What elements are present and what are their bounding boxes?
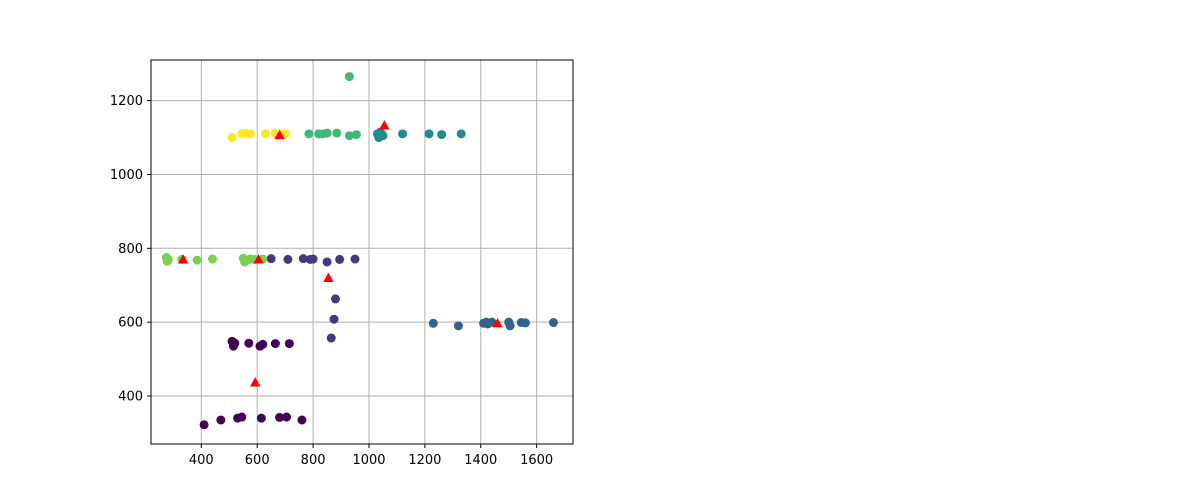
cluster-5-point (163, 254, 173, 264)
data-points (161, 72, 558, 430)
cluster-4-point (304, 129, 314, 139)
cluster-0-point (230, 338, 240, 348)
cluster-1-point (350, 254, 360, 264)
x-tick-label: 1400 (464, 453, 497, 468)
cluster-5-point (192, 255, 202, 265)
cluster-0-point (216, 415, 226, 425)
y-tick-label: 800 (118, 242, 143, 257)
cluster-2-point (505, 321, 515, 331)
centroid-marker (323, 272, 334, 283)
cluster-1-point (335, 254, 345, 264)
cluster-6-point (261, 129, 271, 139)
cluster-3-point (375, 127, 385, 137)
cluster-0-point (297, 415, 307, 425)
cluster-1-point (298, 254, 308, 264)
cluster-3-point (398, 129, 408, 139)
centroid-marker (274, 129, 285, 140)
cluster-1-point (283, 254, 293, 264)
plot-area-frame (150, 59, 574, 445)
x-tick-label: 800 (301, 453, 326, 468)
y-tick-label: 400 (118, 390, 143, 405)
cluster-2-point (453, 321, 463, 331)
cluster-0-point (256, 413, 266, 423)
cluster-6-point (245, 129, 255, 139)
x-tick-label: 400 (189, 453, 214, 468)
cluster-0-point (237, 412, 247, 422)
centroid-marker (379, 120, 390, 130)
cluster-2-point (428, 318, 438, 328)
y-tick-label: 600 (118, 316, 143, 331)
cluster-4-point (351, 130, 361, 140)
cluster-4-point (322, 128, 332, 138)
cluster-3-point (424, 129, 434, 139)
y-tick-label: 1000 (110, 168, 143, 183)
cluster-4-point (332, 128, 342, 138)
cluster-0-point (244, 338, 254, 348)
cluster-1-point (266, 254, 276, 264)
y-tick-label: 1200 (110, 94, 143, 109)
cluster-2-point (548, 318, 558, 328)
centroid-marker (250, 377, 261, 387)
x-tick-label: 1200 (408, 453, 441, 468)
cluster-0-point (282, 412, 292, 422)
cluster-5-point (207, 254, 217, 264)
cluster-0-point (199, 420, 209, 430)
x-tick-label: 1000 (352, 453, 385, 468)
centroid-markers (177, 120, 503, 387)
cluster-0-point (270, 339, 280, 349)
cluster-4-point (344, 131, 354, 141)
cluster-0-point (275, 412, 285, 422)
cluster-0-point (284, 339, 294, 349)
cluster-1-point (329, 314, 339, 324)
axis-ticks: 400 600 800 1000 1200 1400 1600 400 600 800 1000 12… (110, 94, 553, 468)
cluster-1-point (322, 257, 332, 267)
centroid-marker (177, 254, 189, 264)
x-tick-label: 600 (245, 453, 270, 468)
cluster-1-point (308, 254, 318, 264)
cluster-6-point (227, 133, 237, 143)
centroid-marker (253, 254, 264, 264)
cluster-3-point (456, 129, 466, 139)
grid (151, 60, 573, 444)
centroid-marker (492, 318, 503, 328)
cluster-1-point (330, 294, 340, 304)
cluster-0-point (258, 339, 268, 349)
cluster-3-point (437, 130, 447, 140)
x-tick-label: 1600 (520, 453, 553, 468)
cluster-4-point (344, 72, 354, 82)
cluster-2-point (520, 318, 530, 328)
cluster-1-point (326, 333, 336, 343)
